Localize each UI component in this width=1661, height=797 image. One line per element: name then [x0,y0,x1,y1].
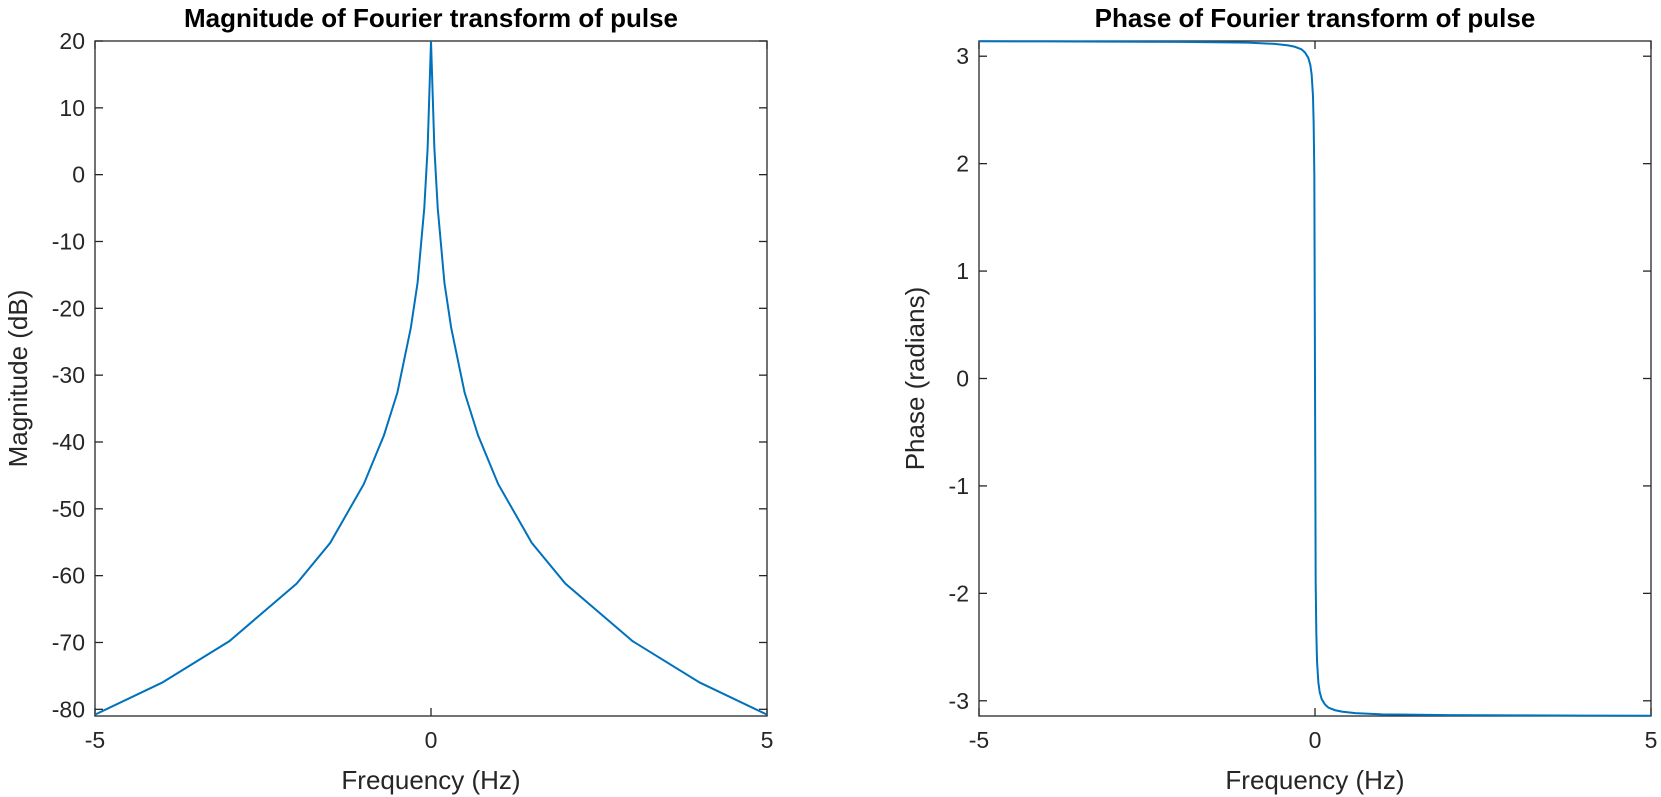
x-tick-label: 0 [425,727,438,753]
y-tick-label: -70 [52,629,85,655]
chart-title: Phase of Fourier transform of pulse [1095,3,1536,33]
y-tick-label: 1 [956,258,969,284]
y-tick-label: 2 [956,151,969,177]
y-tick-label: -1 [949,473,969,499]
y-axis-label: Magnitude (dB) [3,290,33,468]
plot-area-box [94,40,768,717]
chart-panel-1: -5 0 520100-10-20-30-40-50-60-70-80Magnitu… [3,3,773,795]
x-tick-label: 0 [1309,727,1322,753]
y-tick-label: -50 [52,496,85,522]
y-tick-label: 0 [72,162,85,188]
y-tick-label: 20 [59,28,85,54]
y-tick-label: 0 [956,366,969,392]
y-tick-label: 10 [59,95,85,121]
y-tick-label: -20 [52,295,85,321]
chart-title: Magnitude of Fourier transform of pulse [184,3,678,33]
y-tick-label: 3 [956,43,969,69]
chart-panel-2: -5 0 5 3 2 1 0 -1 -2 -3 Phase of Fourier transform… [900,3,1657,795]
y-tick-label: -40 [52,429,85,455]
y-tick-label: -60 [52,563,85,589]
series-line [94,40,768,716]
series-line [978,40,1652,717]
y-tick-label: -30 [52,362,85,388]
x-tick-label: -5 [969,727,989,753]
x-tick-label: 5 [1645,727,1658,753]
y-tick-label: -3 [949,688,969,714]
y-tick-label: -10 [52,228,85,254]
y-tick-label: -2 [949,580,969,606]
x-axis-label: Frequency (Hz) [1225,765,1404,795]
y-axis-label: Phase (radians) [900,287,930,471]
x-tick-label: -5 [85,727,105,753]
x-axis-label: Frequency (Hz) [341,765,520,795]
y-tick-label: -80 [52,696,85,722]
x-tick-label: 5 [761,727,774,753]
